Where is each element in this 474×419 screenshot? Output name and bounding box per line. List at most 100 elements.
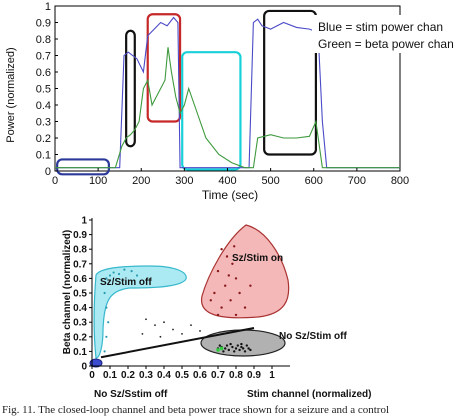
bottom-x-tick-label: 0.7 — [211, 370, 225, 381]
no-sz-stim-off-point — [225, 344, 229, 347]
bottom-points — [103, 245, 252, 353]
sz-stim-off-point — [130, 270, 133, 273]
top-power-chart: 0 100 200 300 400 500 600 700 800 00.10.20.30.40… — [5, 1, 474, 202]
top-y-tick-label: 0.8 — [36, 34, 51, 46]
bottom-y-tick-labels: 0 0.1 0.2 0.3 0.4 0.5 0.6 0.7 0.8 0.9 1 — [73, 216, 92, 373]
bottom-x-tick-label: 0.8 — [229, 370, 243, 381]
top-y-tick-label: 0.3 — [36, 117, 51, 129]
sz-stim-off-point — [107, 321, 110, 324]
top-y-tick-label: 0.6 — [36, 67, 51, 79]
top-y-tick-label: 0 — [45, 166, 51, 178]
transition-point — [199, 330, 201, 332]
bottom-y-tick-label: 0.2 — [73, 332, 87, 343]
top-legend-background — [312, 15, 474, 53]
bottom-x-tick-label: 0.5 — [175, 370, 189, 381]
sz-stim-on-point — [229, 299, 232, 302]
no-sz-stim-off-point — [233, 350, 236, 353]
sz-stim-on-point — [224, 284, 227, 287]
sz-stim-on-point — [234, 313, 238, 317]
top-x-tick-label: 300 — [175, 175, 193, 187]
label-sz-stim-off: Sz/Stim off — [100, 277, 152, 288]
bottom-y-tick-label: 0.9 — [73, 230, 87, 241]
bottom-y-tick-label: 0.4 — [73, 303, 87, 314]
time-window-box — [146, 13, 182, 123]
transition-point — [163, 321, 165, 324]
top-legend-line-2: Green = beta power chan — [318, 37, 454, 51]
fit-line — [100, 327, 255, 359]
sz-stim-on-point — [231, 262, 234, 265]
time-window-box — [56, 158, 111, 176]
top-x-tick-label: 700 — [348, 175, 366, 187]
no-sz-stim-off-point — [234, 347, 238, 350]
sz-stim-on-point — [249, 284, 252, 287]
bottom-y-tick-label: 0.1 — [73, 347, 87, 358]
bottom-x-tick-label: 0.9 — [247, 370, 261, 381]
bottom-y-tick-label: 0.7 — [73, 259, 87, 270]
bottom-y-tick-label: 0 — [81, 362, 87, 373]
bottom-scatter-chart: 0 0.1 0.2 0.3 0.4 0.5 0.6 0.7 0.8 0.9 1 0 0.1 0.2 0.3… — [62, 216, 371, 401]
sz-stim-on-point — [234, 277, 238, 280]
no-sz-stim-off-point — [247, 347, 250, 350]
no-sz-stim-off-point — [231, 345, 234, 349]
top-legend-line-1: Blue = stim power chan — [318, 20, 443, 34]
sz-stim-on-point — [216, 269, 220, 273]
top-y-tick-labels: 0 0.1 0.2 0.3 0.4 0.5 0.6 0.7 0.8 0.9 1 — [36, 1, 58, 178]
region-no-sz-sstim-off — [89, 358, 103, 368]
bottom-y-tick-label: 0.8 — [73, 245, 87, 256]
no-sz-stim-off-point — [243, 350, 247, 353]
bottom-x-tick-label: 0.6 — [193, 370, 207, 381]
top-y-tick-label: 1 — [45, 1, 51, 13]
sz-stim-off-point — [108, 274, 112, 277]
bottom-y-tick-label: 1 — [81, 216, 87, 227]
green-power-series — [55, 47, 400, 169]
top-x-tick-label: 800 — [391, 175, 409, 187]
top-x-tick-label: 600 — [305, 175, 323, 187]
no-sz-stim-off-point — [224, 347, 227, 350]
sz-stim-on-point — [220, 248, 223, 251]
bottom-x-tick-label: 0.4 — [157, 370, 171, 381]
time-window-box — [125, 29, 136, 148]
transition-point — [159, 335, 162, 338]
top-x-tick-label: 0 — [52, 175, 58, 187]
top-y-tick-label: 0.5 — [36, 84, 51, 96]
region-sz-stim-off — [93, 265, 187, 359]
top-x-tick-label: 100 — [89, 175, 107, 187]
bottom-x-tick-label: 0.3 — [139, 370, 153, 381]
bottom-x-tick-label: 0.1 — [103, 370, 117, 381]
sz-stim-on-point — [220, 306, 223, 309]
sz-stim-off-point — [103, 291, 106, 295]
top-y-tick-label: 0.9 — [36, 18, 51, 30]
region-sz-stim-on — [201, 224, 290, 319]
sz-stim-on-point — [238, 291, 241, 295]
bottom-y-tick-label: 0.3 — [73, 318, 87, 329]
top-y-tick-label: 0.4 — [36, 100, 51, 112]
sz-stim-on-point — [213, 291, 216, 295]
top-x-tick-label: 400 — [218, 175, 236, 187]
transition-point — [141, 332, 144, 335]
time-window-box — [263, 9, 318, 156]
green-point — [219, 346, 224, 351]
bottom-x-tick-label: 0 — [89, 370, 95, 381]
label-sz-stim-on: Sz/Stim on — [232, 253, 283, 264]
region-no-sz-stim-off — [200, 329, 286, 357]
bottom-y-tick-label: 0.6 — [73, 274, 87, 285]
top-y-tick-label: 0.2 — [36, 133, 51, 145]
sz-stim-off-point — [112, 271, 115, 274]
green-point — [216, 348, 220, 352]
sz-stim-off-point — [135, 274, 139, 277]
label-no-sz-sstim-off: No Sz/Sstim off — [94, 389, 168, 400]
top-region-boxes — [56, 9, 318, 176]
top-y-axis-label: Power (normalized) — [5, 47, 17, 142]
bottom-y-axis-label: Beta channel (normalized) — [62, 230, 73, 354]
label-no-sz-stim-off: No Sz/Stim off — [279, 331, 347, 342]
bottom-x-tick-label: 1 — [269, 370, 275, 381]
bottom-regions — [89, 224, 290, 368]
no-sz-stim-off-point — [222, 350, 225, 353]
top-y-tick-label: 0.1 — [36, 150, 51, 162]
no-sz-stim-off-point — [238, 348, 241, 352]
sz-stim-on-point — [243, 306, 247, 309]
sz-stim-on-point — [216, 313, 220, 317]
bottom-x-axis-label: Stim channel (normalized) — [247, 389, 371, 400]
sz-stim-off-point — [105, 306, 108, 309]
